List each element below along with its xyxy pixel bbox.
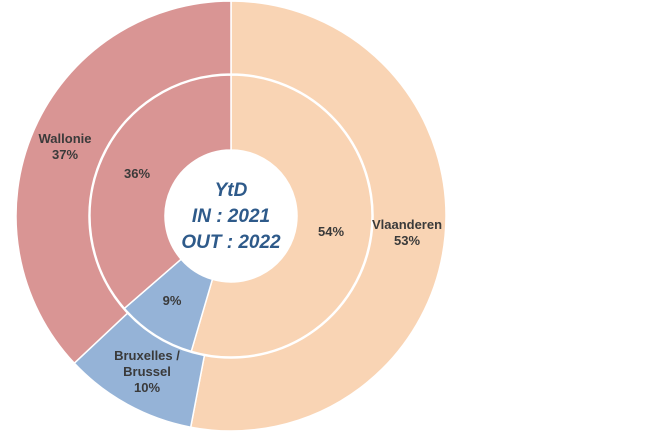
inner-label-1: 9% [163,293,182,308]
outer-ring [15,0,447,432]
outer-label-1-line-1: Brussel [123,364,171,379]
outer-label-0-line-0: Vlaanderen [372,217,442,232]
outer-label-1-line-2: 10% [134,380,160,395]
outer-ring-slice-vlaanderen [189,0,447,432]
inner-label-2: 36% [124,166,150,181]
center-line-3: OUT : 2022 [181,232,281,253]
center-line-2: IN : 2021 [192,206,270,227]
outer-label-2-line-1: 37% [52,147,78,162]
outer-label-0-line-1: 53% [394,233,420,248]
inner-label-0: 54% [318,224,344,239]
center-label: YtD IN : 2021 OUT : 2022 [181,180,281,253]
outer-ring-slice-wallonie [15,0,232,365]
inner-ring-slice-wallonie [89,74,232,310]
outer-label-1-line-0: Bruxelles / [114,348,180,363]
outer-label-2-line-0: Wallonie [39,131,92,146]
inner-ring [89,74,373,358]
center-line-1: YtD [215,180,248,201]
inner-ring-slice-vlaanderen [190,74,373,358]
